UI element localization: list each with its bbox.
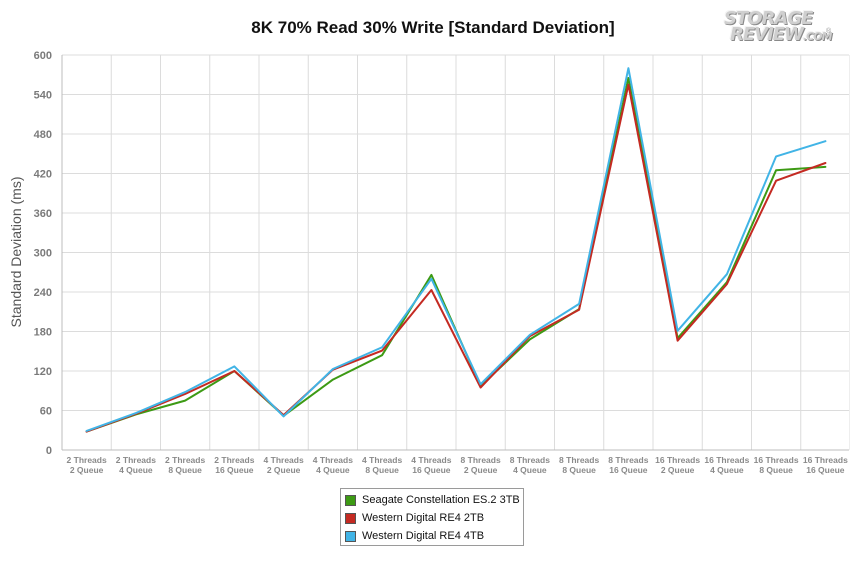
logo-line-1: STORAGE — [724, 8, 813, 29]
x-tick-label-line: 8 Queue — [365, 465, 399, 475]
storagereview-logo: STORAGE REVIEW.COM ® — [724, 8, 834, 46]
x-tick-label-line: 4 Queue — [513, 465, 547, 475]
y-tick-label: 540 — [34, 90, 52, 102]
legend-label: Western Digital RE4 4TB — [362, 530, 485, 542]
x-tick-label-line: 16 Threads — [655, 455, 700, 465]
x-tick-label: 8 Threads 8 Queue — [559, 455, 599, 475]
x-tick-label-line: 2 Queue — [267, 465, 301, 475]
y-tick-label: 300 — [34, 248, 52, 260]
legend-swatch — [345, 494, 356, 506]
x-tick-label: 4 Threads 8 Queue — [362, 455, 402, 475]
x-tick-label-line: 8 Threads — [510, 455, 550, 465]
x-tick-label: 2 Threads 4 Queue — [116, 455, 156, 475]
x-tick-label-line: 8 Queue — [759, 465, 793, 475]
x-tick-label-line: 8 Threads — [461, 455, 501, 465]
x-tick-label-line: 4 Queue — [710, 465, 744, 475]
legend-item: Western Digital RE4 2TB — [345, 509, 523, 527]
x-tick-label: 8 Threads 16 Queue — [608, 455, 648, 475]
x-tick-label-line: 8 Threads — [559, 455, 599, 465]
x-tick-label-line: 2 Queue — [661, 465, 695, 475]
legend-label: Seagate Constellation ES.2 3TB — [362, 494, 520, 506]
y-tick-label: 600 — [34, 50, 52, 62]
legend-swatch — [345, 530, 356, 542]
x-tick-label: 2 Threads 16 Queue — [214, 455, 254, 475]
x-tick-label: 4 Threads 2 Queue — [264, 455, 304, 475]
x-tick-label-line: 16 Threads — [803, 455, 848, 465]
grid-lines — [62, 54, 850, 451]
x-tick-label: 4 Threads 4 Queue — [313, 455, 353, 475]
series-line — [85, 67, 827, 432]
y-tick-label: 0 — [46, 445, 52, 457]
x-tick-label: 16 Threads 4 Queue — [704, 455, 749, 475]
y-tick-label: 60 — [40, 406, 52, 418]
x-tick-label-line: 8 Queue — [168, 465, 202, 475]
y-tick-label: 180 — [34, 327, 52, 339]
x-tick-label-line: 2 Threads — [165, 455, 205, 465]
x-tick-label-line: 16 Queue — [215, 465, 254, 475]
logo-line-2: REVIEW.COM — [730, 24, 832, 45]
x-tick-label-line: 4 Threads — [313, 455, 353, 465]
legend-label: Western Digital RE4 2TB — [362, 512, 485, 524]
x-tick-label: 16 Threads 2 Queue — [655, 455, 700, 475]
series-line — [85, 83, 827, 433]
y-tick-label: 360 — [34, 208, 52, 220]
legend-item: Seagate Constellation ES.2 3TB — [345, 491, 523, 509]
legend: Seagate Constellation ES.2 3TB Western Di… — [340, 488, 524, 546]
x-tick-label-line: 16 Queue — [609, 465, 648, 475]
x-tick-label-line: 2 Queue — [464, 465, 498, 475]
x-tick-label: 8 Threads 4 Queue — [510, 455, 550, 475]
y-tick-label: 420 — [34, 169, 52, 181]
x-tick-label: 16 Threads 8 Queue — [754, 455, 799, 475]
x-tick-label-line: 16 Threads — [704, 455, 749, 465]
logo-dotcom: .COM — [802, 30, 833, 43]
y-tick-label: 240 — [34, 287, 52, 299]
x-tick-label: 16 Threads 16 Queue — [803, 455, 848, 475]
logo-line-2-text: REVIEW — [730, 24, 804, 45]
x-tick-label-line: 8 Queue — [562, 465, 596, 475]
x-tick-label-line: 4 Threads — [411, 455, 451, 465]
y-tick-label: 480 — [34, 129, 52, 141]
x-tick-label-line: 8 Threads — [608, 455, 648, 465]
series-lines — [85, 67, 827, 433]
legend-swatch — [345, 512, 356, 524]
x-tick-label: 8 Threads 2 Queue — [461, 455, 501, 475]
x-tick-label-line: 4 Threads — [362, 455, 402, 465]
axes — [61, 55, 849, 451]
logo-registered-mark: ® — [826, 28, 832, 35]
x-tick-label: 2 Threads 8 Queue — [165, 455, 205, 475]
x-tick-label-line: 16 Queue — [412, 465, 451, 475]
y-tick-label: 120 — [34, 366, 52, 378]
x-tick-label-line: 16 Queue — [806, 465, 845, 475]
x-tick-label-line: 16 Threads — [754, 455, 799, 465]
x-tick-label: 2 Threads 2 Queue — [67, 455, 107, 475]
x-tick-label-line: 4 Queue — [316, 465, 350, 475]
x-tick-label-line: 4 Queue — [119, 465, 153, 475]
x-tick-label-line: 2 Queue — [70, 465, 104, 475]
chart-title: 8K 70% Read 30% Write [Standard Deviatio… — [251, 18, 615, 37]
legend-item: Western Digital RE4 4TB — [345, 527, 523, 545]
x-tick-label-line: 4 Threads — [264, 455, 304, 465]
y-tick-labels: 0 60 120 180 240 300 360 420 480 540 600 — [34, 50, 52, 457]
x-tick-label: 4 Threads 16 Queue — [411, 455, 451, 475]
x-tick-label-line: 2 Threads — [214, 455, 254, 465]
x-tick-label-line: 2 Threads — [67, 455, 107, 465]
y-axis-label: Standard Deviation (ms) — [8, 177, 24, 328]
x-tick-label-line: 2 Threads — [116, 455, 156, 465]
